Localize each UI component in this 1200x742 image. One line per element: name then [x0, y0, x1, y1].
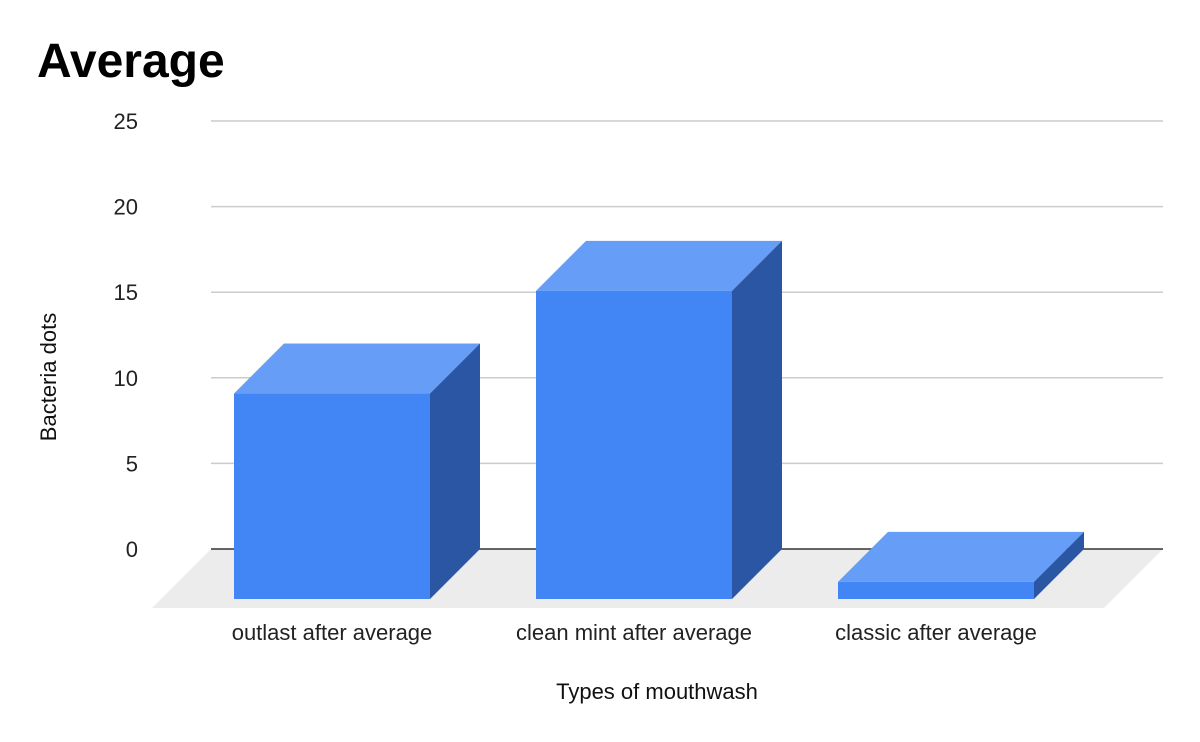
y-tick-label: 5: [126, 451, 138, 476]
chart-title: Average: [37, 35, 225, 88]
x-tick-label: outlast after average: [232, 620, 433, 645]
x-tick-label: clean mint after average: [516, 620, 752, 645]
y-tick-label: 0: [126, 537, 138, 562]
x-axis-title: Types of mouthwash: [556, 679, 758, 704]
x-axis-ticks: outlast after average clean mint after av…: [232, 620, 1037, 645]
bar-top-face: [536, 240, 782, 291]
bar-front-face: [838, 581, 1034, 599]
bar-top-face: [234, 343, 480, 394]
bar: [838, 531, 1084, 599]
bar-side-face: [430, 343, 480, 599]
bar-top-face: [838, 531, 1084, 582]
y-tick-label: 10: [114, 366, 138, 391]
x-tick-label: classic after average: [835, 620, 1037, 645]
y-tick-label: 20: [114, 195, 138, 220]
bar: [234, 343, 480, 599]
y-tick-label: 25: [114, 109, 138, 134]
bar-front-face: [234, 393, 430, 599]
bars: [234, 240, 1084, 599]
y-tick-label: 15: [114, 280, 138, 305]
y-axis-ticks: 0 5 10 15 20 25: [114, 109, 138, 562]
bar-side-face: [1034, 531, 1084, 599]
bar: [536, 240, 782, 599]
bar-side-face: [732, 240, 782, 599]
y-axis-title: Bacteria dots: [36, 313, 61, 441]
bar-front-face: [536, 290, 732, 599]
